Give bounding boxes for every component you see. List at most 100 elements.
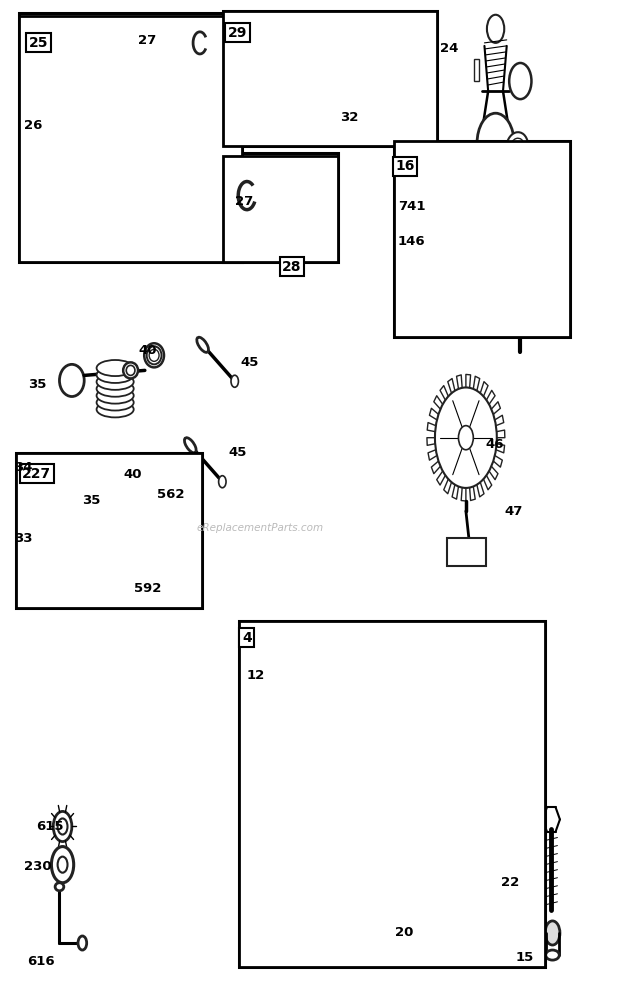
Ellipse shape (255, 240, 266, 250)
Circle shape (219, 476, 226, 488)
Bar (19, 16, 242, 262)
Ellipse shape (49, 477, 74, 509)
Text: 616: 616 (27, 955, 55, 968)
Ellipse shape (86, 473, 123, 489)
Circle shape (324, 635, 334, 651)
Bar (223, 153, 338, 262)
Circle shape (466, 651, 476, 667)
Ellipse shape (137, 181, 192, 211)
Ellipse shape (97, 374, 134, 390)
Ellipse shape (86, 514, 123, 530)
Circle shape (242, 64, 248, 74)
Text: 230: 230 (24, 860, 52, 873)
Ellipse shape (126, 365, 135, 375)
Circle shape (257, 839, 267, 855)
Ellipse shape (137, 166, 192, 196)
Circle shape (350, 717, 431, 848)
Text: 34: 34 (14, 462, 33, 475)
Ellipse shape (510, 138, 524, 155)
Bar (448, 538, 485, 566)
Circle shape (361, 635, 371, 651)
Ellipse shape (116, 478, 125, 488)
Text: 615: 615 (37, 820, 64, 833)
Ellipse shape (137, 151, 192, 181)
Circle shape (435, 387, 497, 488)
Circle shape (514, 686, 524, 702)
Text: 32: 32 (340, 111, 358, 124)
Ellipse shape (86, 500, 123, 516)
Bar (16, 453, 202, 609)
Text: 45: 45 (228, 447, 247, 460)
Bar (223, 11, 437, 146)
Circle shape (525, 746, 534, 763)
Ellipse shape (67, 148, 101, 190)
Ellipse shape (546, 950, 559, 960)
Text: eReplacementParts.com: eReplacementParts.com (197, 523, 324, 533)
Circle shape (237, 57, 277, 122)
Ellipse shape (55, 882, 64, 890)
Circle shape (252, 696, 262, 712)
Ellipse shape (156, 144, 174, 199)
Circle shape (290, 638, 299, 654)
Bar (474, 59, 479, 81)
Ellipse shape (86, 507, 123, 523)
Ellipse shape (123, 362, 138, 378)
Circle shape (393, 908, 410, 937)
Text: 741: 741 (398, 200, 425, 213)
Circle shape (435, 642, 445, 658)
Bar (19, 13, 242, 262)
Ellipse shape (113, 475, 128, 491)
Ellipse shape (97, 387, 134, 403)
Bar (394, 141, 570, 337)
Ellipse shape (59, 136, 110, 203)
Text: 22: 22 (500, 876, 519, 889)
Text: 40: 40 (138, 344, 156, 357)
Text: 562: 562 (157, 489, 184, 501)
Ellipse shape (137, 103, 192, 140)
Ellipse shape (97, 367, 134, 383)
Circle shape (53, 812, 72, 842)
Circle shape (250, 812, 260, 828)
Bar (223, 11, 437, 146)
Circle shape (78, 936, 87, 950)
Bar (394, 141, 570, 337)
Text: 35: 35 (82, 495, 100, 507)
Circle shape (523, 714, 533, 730)
Circle shape (246, 71, 268, 108)
Circle shape (545, 920, 560, 945)
Ellipse shape (137, 137, 192, 166)
Circle shape (248, 736, 258, 752)
Text: 29: 29 (228, 26, 247, 40)
Circle shape (263, 648, 273, 664)
Circle shape (51, 847, 74, 882)
Circle shape (248, 777, 258, 793)
Circle shape (494, 666, 503, 682)
Ellipse shape (86, 493, 123, 509)
Text: 146: 146 (398, 235, 425, 248)
Circle shape (361, 734, 420, 831)
Bar (239, 621, 545, 967)
Ellipse shape (60, 364, 84, 396)
Bar (16, 453, 202, 609)
Circle shape (157, 159, 172, 183)
Ellipse shape (55, 130, 113, 209)
Text: 47: 47 (504, 505, 523, 517)
Text: 227: 227 (22, 467, 51, 481)
Ellipse shape (365, 101, 374, 113)
Text: 25: 25 (29, 36, 48, 50)
Ellipse shape (149, 349, 159, 361)
Circle shape (242, 104, 248, 114)
Circle shape (146, 578, 159, 599)
Text: 27: 27 (234, 195, 253, 208)
Circle shape (149, 583, 156, 594)
Circle shape (267, 104, 273, 114)
Circle shape (520, 779, 530, 795)
Ellipse shape (255, 214, 266, 224)
Text: 46: 46 (485, 439, 504, 452)
Text: 40: 40 (123, 469, 142, 481)
Circle shape (58, 857, 68, 872)
Ellipse shape (86, 486, 123, 502)
Text: 4: 4 (242, 631, 252, 645)
Text: 12: 12 (247, 669, 265, 682)
Circle shape (477, 114, 514, 173)
